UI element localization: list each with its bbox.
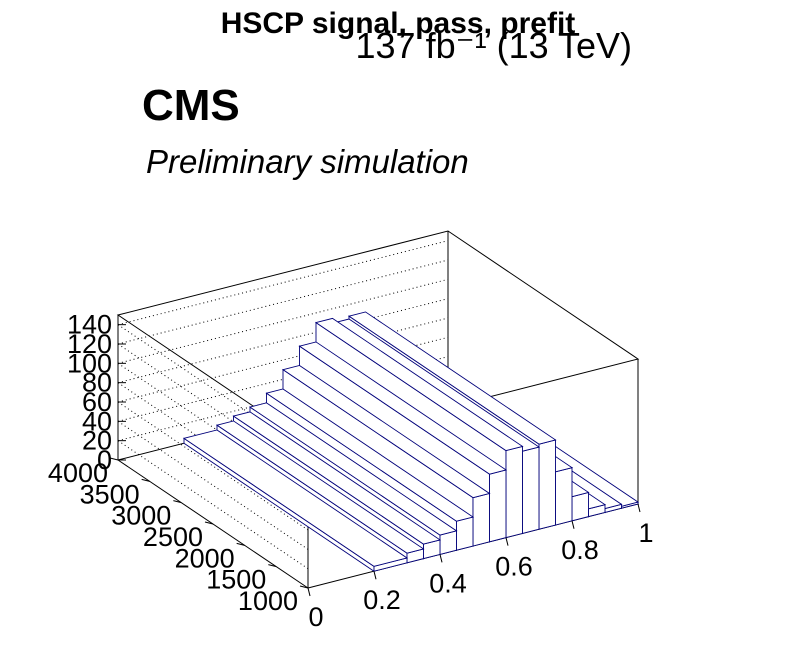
z-gridline-back xyxy=(117,298,449,384)
x-tick-label: 0.8 xyxy=(561,535,599,565)
lego-bar-top xyxy=(298,341,508,475)
lego-bar-top xyxy=(281,364,491,499)
lego-bar-top xyxy=(232,411,442,545)
lego-bar-front xyxy=(571,491,589,522)
z-tick-label: 20 xyxy=(82,426,112,456)
y-tick-mark xyxy=(173,500,182,504)
lego-bar-front xyxy=(472,492,490,547)
lego-bar-top xyxy=(215,420,425,554)
y-tick-label: 3500 xyxy=(80,479,140,509)
lego-bar-front xyxy=(489,469,507,543)
grid-lines xyxy=(117,240,449,570)
lego-bar-front xyxy=(555,467,573,526)
x-tick-mark xyxy=(307,587,311,597)
y-tick-label: 4000 xyxy=(48,458,108,488)
y-tick-mark xyxy=(204,521,214,525)
y-tick-mark xyxy=(141,478,150,482)
x-tick-mark xyxy=(571,520,575,529)
top-frame xyxy=(116,230,640,444)
x-tick-label: 1 xyxy=(638,518,653,548)
lego-bar-top xyxy=(265,388,475,522)
z-tick-label: 60 xyxy=(82,387,112,417)
z-tick-label: 120 xyxy=(67,329,112,359)
y-tick-label: 1000 xyxy=(238,586,298,616)
z-tick-label: 40 xyxy=(82,406,112,436)
x-tick-label: 0.2 xyxy=(363,585,401,615)
lego-bar-front xyxy=(456,516,474,551)
z-gridline-back xyxy=(117,259,449,345)
z-gridline-back xyxy=(117,336,449,422)
z-tick-label: 0 xyxy=(97,445,112,475)
z-gridline-back xyxy=(117,278,449,364)
x-tick-mark xyxy=(637,503,641,513)
experiment-label: CMS xyxy=(142,81,240,130)
lego-bar-top xyxy=(314,317,524,452)
z-gridline-back xyxy=(117,317,449,403)
x-tick-mark xyxy=(439,554,443,563)
z-gridline-back xyxy=(117,356,449,442)
z-tick-label: 80 xyxy=(82,368,112,398)
chart-title: HSCP signal, pass, prefit xyxy=(221,7,576,40)
y-tick-mark xyxy=(268,564,277,568)
lego-bar xyxy=(182,429,409,573)
x-tick-label: 0.6 xyxy=(495,552,533,582)
x-tick-label: 0.4 xyxy=(429,568,467,598)
bars xyxy=(182,311,640,573)
x-tick-label: 0 xyxy=(308,602,323,632)
tick-labels: 0204060801001201401000150020002500300035… xyxy=(48,310,654,632)
z-tick-label: 100 xyxy=(67,348,112,378)
lego-bar-top xyxy=(347,311,557,445)
z-tick-label: 140 xyxy=(67,310,112,340)
lego-bar-front xyxy=(538,439,556,530)
y-tick-label: 1500 xyxy=(206,565,266,595)
y-tick-label: 2500 xyxy=(143,522,203,552)
lego-bar-top xyxy=(182,429,409,567)
y-tick-mark xyxy=(236,542,245,546)
y-tick-label: 2000 xyxy=(175,543,235,573)
luminosity-label: 137 fb⁻¹ (13 TeV) xyxy=(356,25,633,66)
lego-bar-front xyxy=(505,445,523,539)
y-tick-mark xyxy=(109,457,119,461)
x-tick-mark xyxy=(505,537,509,546)
lego-bar-top xyxy=(248,402,458,536)
y-tick-label: 3000 xyxy=(111,501,171,531)
y-tick-mark xyxy=(299,585,309,589)
z-gridline-back xyxy=(117,240,449,326)
x-tick-mark xyxy=(373,571,377,580)
status-label: Preliminary simulation xyxy=(146,143,469,180)
lego-bar-front xyxy=(522,446,540,534)
